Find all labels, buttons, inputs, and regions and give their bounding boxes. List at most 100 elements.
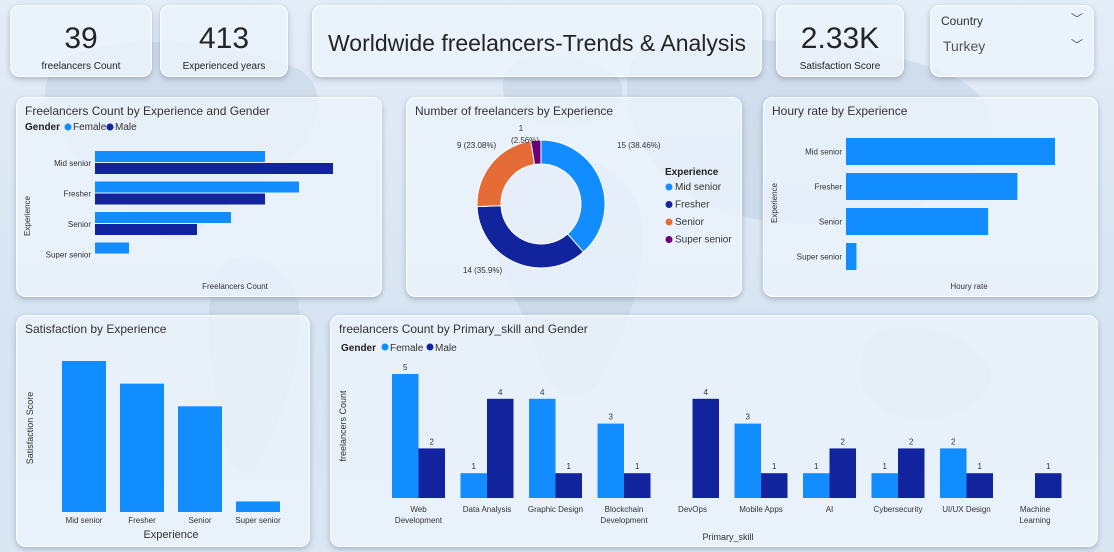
y-tick-label: Super senior	[797, 253, 843, 262]
data-label: 4	[498, 388, 503, 397]
kpi-label: Experienced years	[182, 61, 266, 72]
donut-slice-mid-senior	[540, 139, 606, 253]
data-label: 5	[403, 363, 408, 372]
y-tick-label: Senior	[819, 218, 842, 227]
report-title: Worldwide freelancers-Trends & Analysis	[328, 30, 746, 56]
legend-label-mid-senior: Mid senior	[675, 182, 722, 193]
legend-marker-male	[426, 343, 434, 351]
donut-data-label: (2.56%)	[511, 136, 539, 145]
chart-title: Houry rate by Experience	[772, 104, 908, 118]
x-axis-label: Experience	[143, 529, 198, 541]
legend-label-male: Male	[115, 122, 137, 133]
x-tick-label: Development	[600, 516, 648, 525]
bar-male-data-analysis	[487, 398, 514, 498]
x-tick-label: Fresher	[128, 516, 156, 525]
slicer-selected-value[interactable]: Turkey	[943, 38, 986, 54]
x-tick-label: UI/UX Design	[942, 505, 990, 514]
bar-senior	[178, 406, 222, 512]
x-tick-label: Senior	[188, 516, 211, 525]
kpi-card-freelancers-count: 39 freelancers Count	[10, 5, 152, 77]
chart-card-count-by-experience-gender: Freelancers Count by Experience and Gend…	[16, 97, 382, 297]
freelancers-by-experience-donut: Experience Mid senior Fresher Senior Super …	[457, 124, 732, 275]
y-tick-label: Senior	[68, 220, 91, 229]
chart-title: Freelancers Count by Experience and Gend…	[25, 104, 270, 118]
report-title-card: Worldwide freelancers-Trends & Analysis	[312, 5, 762, 77]
data-label: 2	[951, 437, 956, 446]
data-label: 1	[567, 462, 572, 471]
data-label: 1	[772, 462, 777, 471]
bar-female-ui-ux-design	[940, 448, 967, 498]
chart-card-hourly-rate-by-experience: Houry rate by Experience Experience Hour…	[763, 97, 1098, 297]
legend-label-super-senior: Super senior	[675, 235, 732, 246]
chart-title: freelancers Count by Primary_skill and G…	[339, 322, 588, 336]
bar-female-web-development	[392, 374, 419, 498]
y-tick-label: Fresher	[814, 183, 842, 192]
country-slicer[interactable]: Country ﹀ Turkey ﹀	[930, 5, 1094, 77]
x-axis-label: Freelancers Count	[202, 282, 269, 291]
kpi-label: Satisfaction Score	[799, 61, 881, 72]
bar-male-senior	[95, 224, 197, 235]
bar-female-fresher	[95, 181, 299, 193]
data-label: 1	[978, 462, 983, 471]
kpi-value: 2.33K	[800, 22, 880, 55]
y-tick-label: Fresher	[63, 190, 91, 199]
legend-label-female: Female	[73, 122, 107, 133]
bar-female-mobile-apps	[734, 423, 761, 498]
x-tick-label: Blockchain	[605, 505, 644, 514]
legend-label-male: Male	[435, 343, 457, 354]
donut-data-label: 15 (38.46%)	[617, 141, 661, 150]
data-label: 3	[746, 413, 751, 422]
donut-slice-fresher	[476, 205, 585, 269]
donut-slice-super-senior	[530, 139, 542, 166]
chevron-down-icon[interactable]: ﹀	[1070, 12, 1083, 26]
bar-male-mobile-apps	[761, 473, 788, 498]
kpi-card-satisfaction: 2.33K Satisfaction Score	[776, 5, 904, 77]
data-label: 1	[814, 462, 819, 471]
legend-title: Gender	[25, 122, 60, 133]
x-tick-label: Mid senior	[66, 516, 103, 525]
chart-card-count-by-skill-gender: freelancers Count by Primary_skill and G…	[330, 315, 1098, 547]
bar-female-data-analysis	[460, 473, 487, 498]
legend-marker-female	[64, 123, 72, 131]
count-by-skill-gender-chart: Gender Female Male freelancers Count Pri…	[338, 343, 1062, 542]
bar-female-super-senior	[95, 242, 129, 254]
donut-data-label: 1	[519, 124, 524, 133]
bar-female-blockchain-development	[597, 423, 624, 498]
legend-marker-female	[381, 343, 389, 351]
donut-slice-senior	[476, 140, 536, 208]
donut-data-label: 14 (35.9%)	[463, 266, 502, 275]
bar-female-mid-senior	[95, 151, 265, 162]
hourly-rate-by-experience-chart: Experience Houry rate Mid senior Fresher S…	[770, 138, 1055, 291]
bar-male-ui-ux-design	[966, 473, 993, 498]
bar-male-cybersecurity	[898, 448, 925, 498]
kpi-card-experienced-years: 413 Experienced years	[160, 5, 288, 77]
satisfaction-by-experience-chart: Satisfaction Score Experience Mid senior…	[25, 361, 281, 541]
y-axis-label: Experience	[23, 195, 32, 236]
kpi-label: freelancers Count	[41, 61, 121, 72]
data-label: 3	[609, 413, 614, 422]
bar-male-graphic-design	[555, 473, 582, 498]
bar-female-ai	[803, 473, 830, 498]
donut-data-label: 9 (23.08%)	[457, 141, 496, 150]
bar-male-devops	[692, 398, 719, 498]
x-tick-label: Graphic Design	[528, 505, 583, 514]
legend-title: Gender	[341, 343, 376, 354]
y-axis-label: Experience	[770, 182, 779, 223]
bar-male-blockchain-development	[624, 473, 651, 498]
data-label: 1	[1046, 462, 1051, 471]
chart-card-satisfaction-by-experience: Satisfaction by Experience Satisfaction …	[16, 315, 310, 547]
bar-male-ai	[829, 448, 856, 498]
y-tick-label: Mid senior	[805, 148, 842, 157]
bar-fresher	[120, 383, 164, 512]
bar-senior	[846, 208, 989, 235]
data-label: 1	[635, 462, 640, 471]
bar-male-web-development	[418, 448, 445, 498]
y-tick-label: Mid senior	[54, 159, 91, 168]
bar-female-cybersecurity	[871, 473, 898, 498]
bar-super-senior	[846, 243, 857, 270]
bar-female-graphic-design	[529, 398, 556, 498]
y-axis-label: Satisfaction Score	[25, 392, 35, 465]
bar-mid-senior	[62, 361, 106, 512]
chevron-down-icon[interactable]: ﹀	[1070, 38, 1083, 52]
data-label: 2	[841, 437, 846, 446]
